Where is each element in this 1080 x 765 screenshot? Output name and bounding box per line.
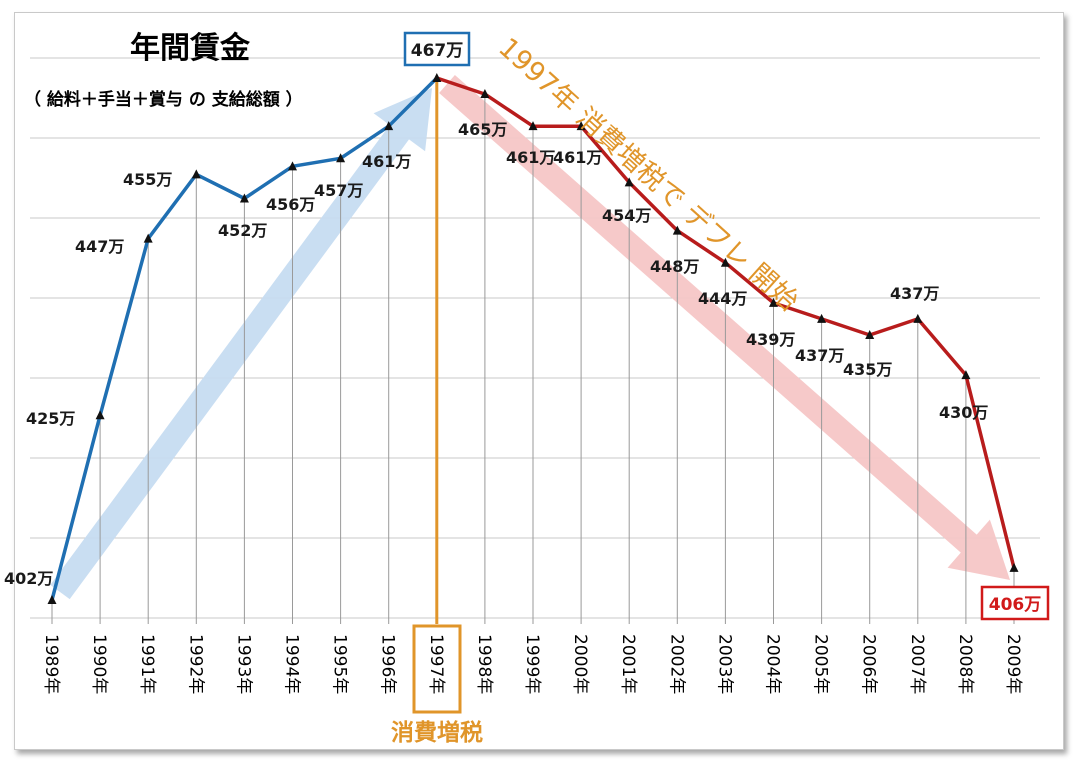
x-tick-label: 1993年 bbox=[233, 634, 253, 694]
data-point bbox=[480, 89, 490, 99]
data-point bbox=[239, 193, 249, 203]
peak-label: 467万 bbox=[411, 41, 464, 61]
data-label: 461万 bbox=[553, 148, 602, 167]
data-label: 456万 bbox=[266, 195, 315, 214]
data-label: 465万 bbox=[458, 120, 507, 139]
trend-arrows bbox=[50, 75, 1011, 600]
x-tick-label: 1989年 bbox=[41, 634, 61, 694]
data-label: 402万 bbox=[4, 569, 53, 588]
x-tick-label: 2009年 bbox=[1003, 634, 1023, 694]
peak-label-box bbox=[403, 31, 471, 67]
data-point bbox=[913, 313, 923, 323]
rise-arrow bbox=[50, 88, 433, 600]
data-label: 448万 bbox=[650, 257, 699, 276]
data-label: 461万 bbox=[362, 152, 411, 171]
data-point bbox=[528, 121, 538, 131]
x-tick-label: 1994年 bbox=[282, 634, 302, 694]
data-point bbox=[288, 161, 297, 171]
chart-frame bbox=[14, 12, 1064, 750]
data-point bbox=[191, 169, 201, 179]
data-label: 454万 bbox=[602, 206, 651, 225]
data-label: 444万 bbox=[698, 289, 747, 308]
data-point bbox=[95, 410, 105, 420]
data-point bbox=[865, 329, 875, 339]
data-point bbox=[961, 370, 971, 380]
data-point bbox=[576, 121, 586, 131]
point-markers bbox=[47, 73, 1019, 604]
end-label: 406万 bbox=[989, 595, 1042, 615]
x-axis-tick-labels: 1989年 1990年 1991年 1992年 1993年 1994年 1995年 1996年… bbox=[41, 634, 1023, 694]
x-tick-label: 1995年 bbox=[330, 634, 350, 694]
data-point bbox=[672, 225, 682, 235]
data-point bbox=[432, 73, 442, 82]
x-tick-label: 2004年 bbox=[763, 634, 783, 694]
x-tick-label: 2000年 bbox=[570, 634, 590, 694]
data-label: 430万 bbox=[939, 403, 988, 422]
x-tick-label: 2008年 bbox=[955, 634, 975, 694]
chart-title: 年間賃金 bbox=[130, 31, 251, 66]
x-tick-label: 1996年 bbox=[378, 634, 398, 694]
data-label: 461万 bbox=[506, 148, 555, 167]
x-tick-label: 2003年 bbox=[714, 634, 734, 694]
tax-year-highlight-box bbox=[412, 624, 462, 714]
x-tick-label: 2005年 bbox=[811, 634, 831, 694]
data-label: 447万 bbox=[75, 237, 124, 256]
chart-subtitle: （ 給料＋手当＋賞与 の 支給総額 ） bbox=[24, 89, 303, 110]
data-point bbox=[769, 297, 778, 307]
data-label: 439万 bbox=[746, 330, 795, 349]
x-tick-label: 2002年 bbox=[666, 634, 686, 694]
x-tick-label: 1991年 bbox=[137, 634, 157, 694]
x-tick-label: 2006年 bbox=[859, 634, 879, 694]
fall-arrow bbox=[439, 75, 1011, 580]
vertical-grid-lines bbox=[51, 78, 1015, 624]
data-label: 437万 bbox=[890, 284, 939, 303]
x-tick-label: 2001年 bbox=[618, 634, 638, 694]
grid-lines bbox=[30, 57, 1040, 619]
data-label: 457万 bbox=[314, 181, 363, 200]
data-point bbox=[624, 177, 634, 187]
end-label-box bbox=[980, 585, 1050, 621]
data-point bbox=[336, 153, 346, 163]
data-point bbox=[1009, 562, 1019, 572]
data-point bbox=[47, 595, 57, 604]
x-tick-label: 1990年 bbox=[89, 634, 109, 694]
tax-increase-label: 消費増税 bbox=[391, 719, 483, 746]
data-point bbox=[143, 233, 153, 243]
x-tick-label: 1998年 bbox=[474, 634, 494, 694]
data-point bbox=[384, 121, 394, 131]
data-point bbox=[720, 257, 730, 267]
x-tick-label: 1999年 bbox=[522, 634, 542, 694]
data-label: 452万 bbox=[218, 221, 267, 240]
x-tick-label: 1992年 bbox=[185, 634, 205, 694]
data-point bbox=[817, 313, 827, 323]
data-label: 437万 bbox=[795, 346, 844, 365]
x-tick-label: 1997年 bbox=[426, 634, 446, 694]
data-label: 455万 bbox=[123, 170, 172, 189]
data-label: 435万 bbox=[843, 360, 892, 379]
data-label: 425万 bbox=[26, 409, 75, 428]
x-tick-label: 2007年 bbox=[907, 634, 927, 694]
